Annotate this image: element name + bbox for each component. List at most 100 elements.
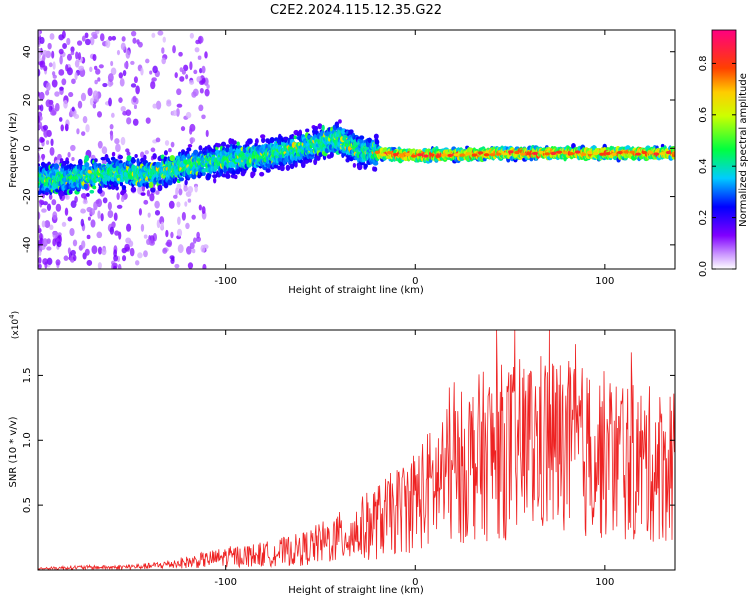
heatmap-cell <box>90 219 96 228</box>
heatmap-cell <box>149 70 153 75</box>
heatmap-peak <box>568 152 575 156</box>
heatmap-peak <box>586 150 593 155</box>
heatmap-peak <box>574 150 581 154</box>
spectrogram-x-ticks: -100 0 100 <box>214 30 614 287</box>
heatmap-cell <box>111 35 117 41</box>
heatmap-cell <box>97 262 102 269</box>
heatmap-cell <box>56 241 62 248</box>
heatmap-cell <box>154 209 161 216</box>
heatmap-cell <box>130 60 135 65</box>
heatmap-cell <box>187 198 192 203</box>
heatmap-cell <box>170 141 175 148</box>
heatmap-cell <box>146 238 151 246</box>
heatmap-cell <box>120 106 126 112</box>
heatmap-cell <box>42 238 48 247</box>
heatmap-cell <box>193 69 198 75</box>
colorbar-gradient <box>711 29 737 270</box>
heatmap-cell <box>95 199 100 204</box>
heatmap-cell <box>39 104 44 112</box>
heatmap-cell <box>80 218 85 227</box>
heatmap-cell <box>110 132 114 141</box>
heatmap-cell <box>194 185 198 193</box>
heatmap-peak <box>665 150 672 155</box>
heatmap-peak <box>629 150 635 154</box>
heatmap-cell <box>120 42 126 51</box>
heatmap-cell <box>114 138 120 145</box>
heatmap-peak <box>592 152 599 156</box>
heatmap-cell <box>372 161 379 166</box>
heatmap-peak <box>477 151 484 155</box>
heatmap-peak <box>611 152 617 156</box>
heatmap-cell <box>89 66 93 73</box>
heatmap-cell <box>94 158 98 163</box>
heatmap-cell <box>59 86 64 91</box>
heatmap-cell <box>83 183 88 190</box>
heatmap-cell <box>87 87 93 97</box>
heatmap-cell <box>84 248 90 256</box>
heatmap-cell <box>225 144 231 149</box>
heatmap-cell <box>204 51 208 59</box>
heatmap-cell <box>126 151 131 156</box>
heatmap-cell <box>41 208 47 213</box>
heatmap-cell <box>91 31 97 37</box>
heatmap-cell <box>40 137 45 143</box>
heatmap-cell <box>55 203 62 212</box>
heatmap-cell <box>63 255 69 261</box>
x-tick-label: 100 <box>595 276 614 287</box>
heatmap-peak <box>404 152 411 157</box>
heatmap-cell <box>108 36 113 41</box>
heatmap-cell <box>189 127 193 135</box>
heatmap-cell <box>176 88 182 96</box>
heatmap-cell <box>140 151 145 158</box>
heatmap-cell <box>148 181 154 189</box>
heatmap-cell <box>86 206 93 213</box>
heatmap-cell <box>100 213 104 222</box>
heatmap-cell <box>162 36 166 43</box>
heatmap-cell <box>102 197 108 204</box>
heatmap-cell <box>349 156 354 162</box>
heatmap-cell <box>51 199 57 206</box>
heatmap-cell <box>183 185 188 192</box>
snr-x-ticks: -100 0 100 <box>214 330 614 588</box>
heatmap-cell <box>250 171 256 177</box>
heatmap-cell <box>313 125 319 131</box>
heatmap-cell <box>117 263 122 269</box>
heatmap-cell <box>166 239 173 248</box>
heatmap-peak <box>465 152 472 156</box>
heatmap-peak <box>659 152 666 156</box>
heatmap-cell <box>116 204 123 209</box>
heatmap-cell <box>335 124 339 129</box>
heatmap-cell <box>70 46 75 53</box>
heatmap-cell <box>154 200 160 209</box>
heatmap-cell <box>46 246 52 251</box>
heatmap-cell <box>194 47 200 53</box>
heatmap-cell <box>146 189 151 197</box>
heatmap-cell <box>109 226 115 235</box>
heatmap-cell <box>82 199 88 205</box>
heatmap-cell <box>86 192 90 197</box>
heatmap-peak <box>532 151 538 156</box>
heatmap-cell <box>49 33 55 40</box>
heatmap-cell <box>38 91 45 101</box>
heatmap-cell <box>71 106 75 112</box>
heatmap-cell <box>300 161 306 169</box>
heatmap-cell <box>98 185 103 192</box>
heatmap-cell <box>107 210 114 219</box>
heatmap-cell <box>358 135 365 140</box>
snr-y-axis-label: SNR (10 * v/v) <box>8 416 19 487</box>
heatmap-cell <box>51 79 58 88</box>
heatmap-cell <box>198 204 202 211</box>
heatmap-cell <box>163 182 169 189</box>
y-tick-label: -40 <box>22 237 33 253</box>
heatmap-cell <box>202 263 207 269</box>
heatmap-cell <box>107 160 112 165</box>
heatmap-cell <box>189 242 195 250</box>
heatmap-peak <box>647 150 654 155</box>
heatmap-peak <box>380 153 387 157</box>
heatmap-cell <box>119 181 124 187</box>
heatmap-cell <box>78 65 85 71</box>
heatmap-cell <box>196 231 200 239</box>
heatmap-cell <box>201 206 206 215</box>
heatmap-cell <box>38 30 41 37</box>
heatmap-cell <box>221 173 227 178</box>
